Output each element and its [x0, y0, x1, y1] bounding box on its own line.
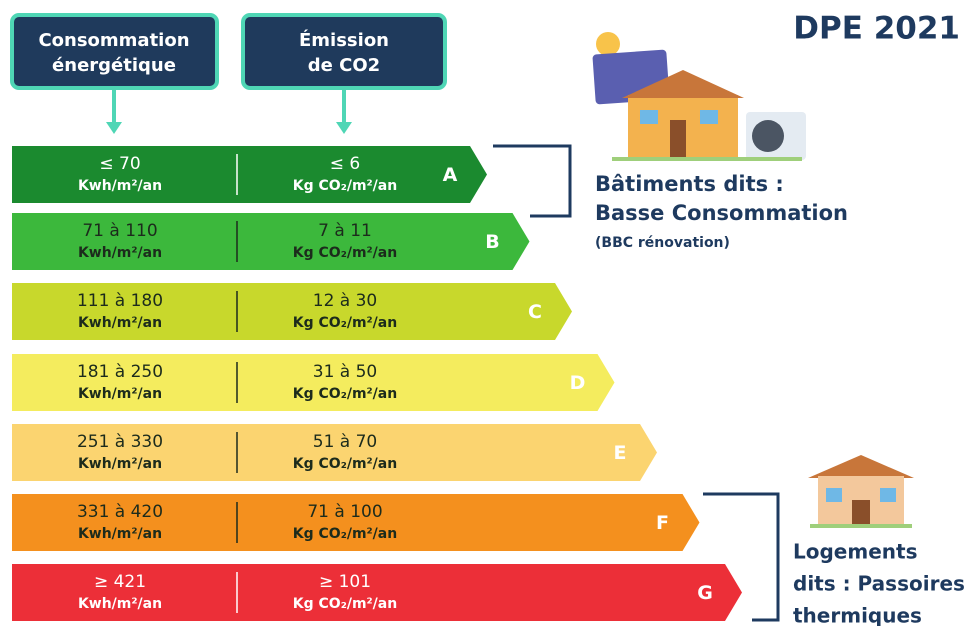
group-label: thermiques — [793, 604, 922, 626]
class-bar — [12, 146, 487, 203]
group-label: Bâtiments dits : — [595, 172, 784, 196]
energy-unit: Kwh/m²/an — [78, 178, 162, 194]
header-label: de CO2 — [308, 55, 380, 76]
emission-unit: Kg CO₂/m²/an — [293, 315, 397, 331]
group-label: Basse Consommation — [595, 201, 848, 225]
energy-unit: Kwh/m²/an — [78, 315, 162, 331]
group-note: (BBC rénovation) — [595, 235, 730, 251]
header-box — [10, 13, 219, 90]
class-letter: A — [443, 164, 458, 186]
header-box — [241, 13, 447, 90]
emission-unit: Kg CO₂/m²/an — [293, 596, 397, 612]
emission-unit: Kg CO₂/m²/an — [293, 178, 397, 194]
class-letter: F — [656, 512, 669, 534]
header-label: Émission — [299, 29, 389, 51]
header-label: énergétique — [52, 55, 176, 76]
emission-range: 71 à 100 — [307, 502, 382, 522]
class-bar — [12, 424, 657, 481]
bracket — [703, 492, 780, 622]
class-bar — [12, 354, 615, 411]
energy-range: 251 à 330 — [77, 432, 163, 452]
energy-unit: Kwh/m²/an — [78, 245, 162, 261]
energy-range: 71 à 110 — [82, 221, 157, 241]
emission-unit: Kg CO₂/m²/an — [293, 245, 397, 261]
header-arrows — [106, 88, 352, 134]
group-label: Logements — [793, 540, 917, 564]
energy-range: 181 à 250 — [77, 362, 163, 382]
emission-unit: Kg CO₂/m²/an — [293, 456, 397, 472]
energy-range: ≤ 70 — [99, 154, 140, 174]
class-letter: E — [614, 442, 627, 464]
emission-range: 12 à 30 — [313, 291, 378, 311]
emission-range: ≤ 6 — [330, 154, 360, 174]
class-letter: G — [697, 582, 713, 604]
class-letter: C — [528, 301, 542, 323]
bbc-house-icon — [592, 32, 806, 161]
energy-range: 111 à 180 — [77, 291, 163, 311]
emission-range: 7 à 11 — [318, 221, 372, 241]
class-bar — [12, 564, 742, 621]
group-label: dits : Passoires — [793, 572, 965, 596]
emission-unit: Kg CO₂/m²/an — [293, 386, 397, 402]
passoire-house-icon — [808, 455, 914, 528]
class-bar — [12, 494, 700, 551]
energy-unit: Kwh/m²/an — [78, 596, 162, 612]
energy-range: 331 à 420 — [77, 502, 163, 522]
energy-range: ≥ 421 — [94, 572, 146, 592]
class-letter: D — [570, 372, 586, 394]
header-label: Consommation — [38, 30, 189, 51]
class-bar — [12, 283, 572, 340]
energy-unit: Kwh/m²/an — [78, 456, 162, 472]
energy-unit: Kwh/m²/an — [78, 386, 162, 402]
energy-unit: Kwh/m²/an — [78, 526, 162, 542]
emission-unit: Kg CO₂/m²/an — [293, 526, 397, 542]
class-bar — [12, 213, 530, 270]
emission-range: 31 à 50 — [313, 362, 378, 382]
class-letter: B — [485, 231, 499, 253]
emission-range: ≥ 101 — [319, 572, 371, 592]
title: DPE 2021 — [793, 11, 960, 47]
bracket — [493, 144, 572, 218]
emission-range: 51 à 70 — [313, 432, 378, 452]
